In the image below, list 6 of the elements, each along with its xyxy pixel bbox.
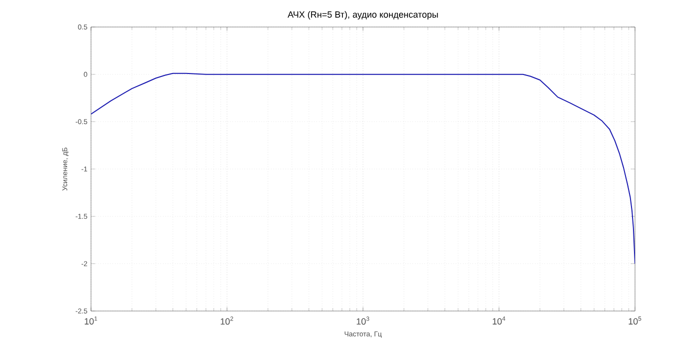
- x-tick-label: 10$^{4}$: [492, 316, 506, 325]
- x-tick-label: 10$^{2}$: [220, 316, 234, 325]
- x-tick-label: 10$^{3}$: [356, 316, 370, 325]
- x-tick-label: 10$^{5}$: [628, 316, 642, 325]
- chart-title: АЧХ (Rн=5 Вт), аудио конденсаторы: [288, 11, 438, 20]
- x-tick-label: 10$^{1}$: [84, 316, 98, 325]
